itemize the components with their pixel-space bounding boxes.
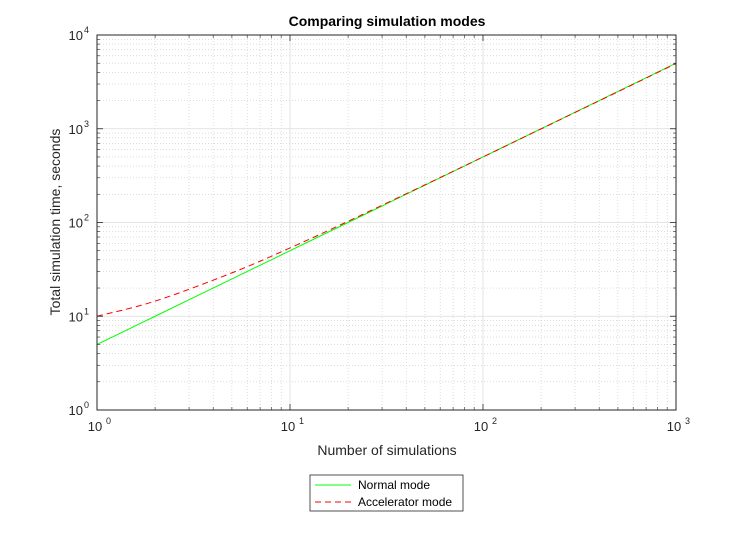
tick-marks	[96, 34, 677, 411]
x-tick-label: 10	[667, 419, 681, 434]
y-tick-label: 10	[69, 122, 83, 137]
y-tick-exponent: 4	[84, 25, 89, 35]
x-tick-exponent: 0	[106, 416, 111, 426]
y-tick-exponent: 3	[84, 119, 89, 129]
y-tick-label: 10	[69, 309, 83, 324]
x-tick-label: 10	[88, 419, 102, 434]
x-tick-exponent: 2	[492, 416, 497, 426]
y-axis-label: Total simulation time, seconds	[47, 129, 63, 316]
y-tick-label: 10	[69, 216, 83, 231]
x-tick-exponent: 1	[299, 416, 304, 426]
series-line-normal-mode	[96, 62, 677, 345]
y-tick-label: 10	[69, 28, 83, 43]
legend: Normal mode Accelerator mode	[309, 474, 464, 512]
series-line-accelerator-mode	[96, 63, 677, 317]
x-tick-exponent: 3	[685, 416, 690, 426]
y-tick-exponent: 0	[84, 400, 89, 410]
x-axis-label: Number of simulations	[317, 442, 456, 458]
y-tick-label: 10	[69, 403, 83, 418]
grid	[96, 34, 677, 411]
series-layer	[96, 62, 677, 345]
y-tick-exponent: 2	[84, 213, 89, 223]
legend-label-normal: Normal mode	[358, 478, 430, 492]
legend-box	[309, 474, 464, 512]
tick-labels: 10 0 10 1 10 2 10 310 010 110 210 310 4	[69, 25, 690, 434]
legend-label-accelerator: Accelerator mode	[358, 495, 452, 509]
chart-title: Comparing simulation modes	[289, 13, 486, 29]
x-tick-label: 10	[281, 419, 295, 434]
y-tick-exponent: 1	[84, 306, 89, 316]
x-tick-label: 10	[474, 419, 488, 434]
